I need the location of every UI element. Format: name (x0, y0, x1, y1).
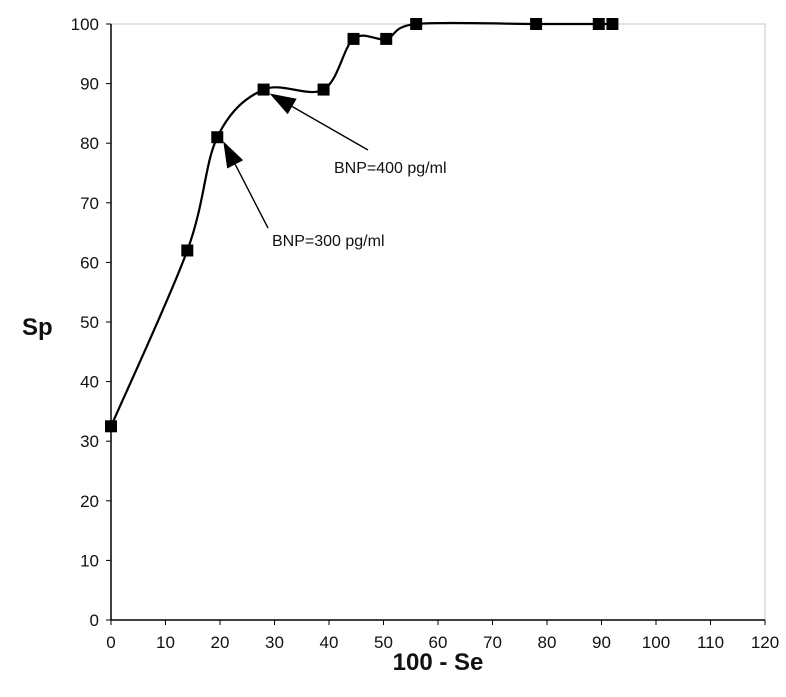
y-tick-label-10: 100 (71, 15, 99, 34)
series-markers (105, 18, 619, 433)
x-axis-title: 100 - Se (393, 649, 484, 676)
data-point-4 (317, 83, 330, 96)
annotations: BNP=300 pg/ml BNP=400 pg/ml (223, 93, 447, 250)
y-tick-label-8: 80 (80, 134, 99, 153)
x-tick-label-0: 0 (106, 633, 115, 652)
data-point-7 (410, 18, 423, 30)
x-ticks: 0 10 20 30 40 50 60 70 80 90 100 110 120 (106, 620, 779, 652)
data-point-6 (380, 32, 393, 45)
annotation-arrow-shaft-0 (234, 164, 269, 229)
data-point-2 (211, 131, 224, 144)
y-axis-title: Sp (22, 314, 53, 341)
y-tick-label-5: 50 (80, 313, 99, 332)
plot-area (110, 23, 766, 621)
x-tick-label-5: 50 (374, 633, 393, 652)
y-tick-label-1: 10 (80, 551, 99, 570)
y-tick-label-3: 30 (80, 432, 99, 451)
x-tick-label-1: 10 (156, 633, 175, 652)
data-point-8 (530, 18, 543, 30)
x-tick-label-9: 90 (592, 633, 611, 652)
x-tick-label-3: 30 (265, 633, 284, 652)
y-ticks: 0 10 20 30 40 50 60 70 80 90 100 (71, 15, 111, 630)
x-tick-label-8: 80 (538, 633, 557, 652)
x-tick-label-10: 100 (642, 633, 670, 652)
y-tick-label-9: 90 (80, 75, 99, 94)
x-tick-label-4: 40 (320, 633, 339, 652)
annotation-arrow-head-1 (269, 93, 297, 115)
data-point-5 (347, 32, 360, 45)
x-tick-label-2: 20 (211, 633, 230, 652)
x-tick-label-6: 60 (429, 633, 448, 652)
data-point-0 (105, 420, 117, 433)
y-tick-label-7: 70 (80, 194, 99, 213)
data-point-1 (181, 244, 194, 257)
x-tick-label-12: 120 (751, 633, 779, 652)
data-point-3 (257, 83, 270, 96)
annotation-label-0: BNP=300 pg/ml (272, 233, 385, 250)
y-tick-label-0: 0 (90, 611, 99, 630)
data-point-9 (592, 18, 605, 30)
annotation-arrow-head-0 (223, 141, 244, 169)
x-tick-label-7: 70 (483, 633, 502, 652)
y-tick-label-6: 60 (80, 253, 99, 272)
annotation-0: BNP=300 pg/ml (223, 141, 385, 250)
data-point-10 (606, 18, 619, 30)
y-tick-label-2: 20 (80, 492, 99, 511)
annotation-1: BNP=400 pg/ml (269, 93, 447, 177)
y-tick-label-4: 40 (80, 373, 99, 392)
x-tick-label-11: 110 (697, 633, 724, 652)
annotation-arrow-shaft-1 (291, 105, 369, 151)
annotation-label-1: BNP=400 pg/ml (334, 160, 447, 177)
